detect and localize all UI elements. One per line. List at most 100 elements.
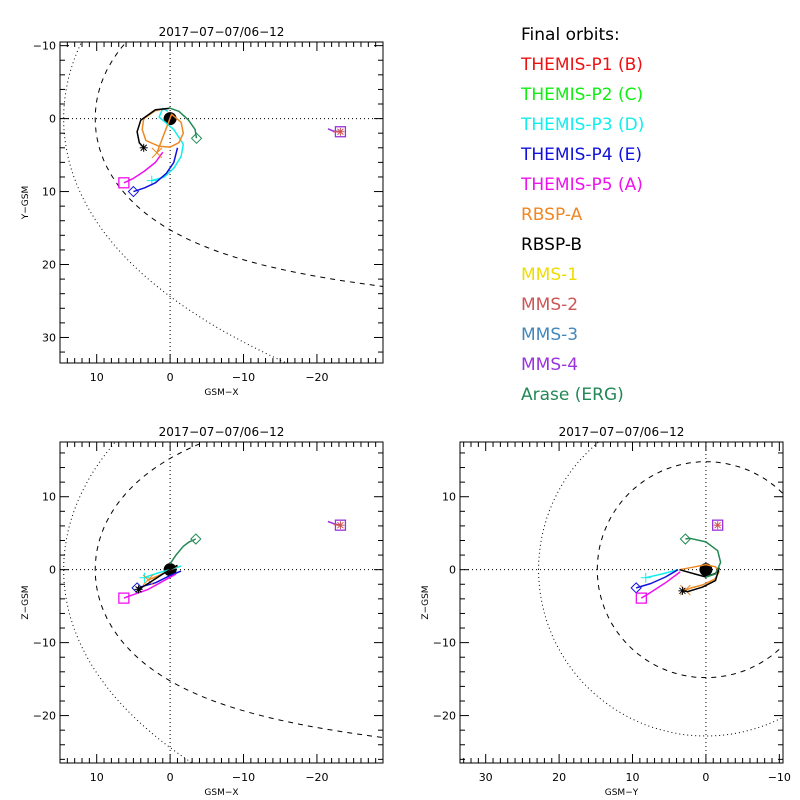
- orbit-line: [133, 147, 179, 193]
- orbit-marker-asterisk: [139, 143, 148, 152]
- orbit-line: [169, 538, 197, 565]
- y-tick-label: −10: [33, 637, 56, 650]
- x-tick-label: 10: [90, 371, 104, 384]
- y-tick-label: 0: [449, 564, 456, 577]
- orbit-marker-asterisk: [713, 521, 722, 530]
- x-marker-b: [142, 574, 154, 586]
- legend-item-mms-3: MMS-3: [521, 325, 579, 345]
- legend-item-mms-4: MMS-4: [521, 355, 579, 375]
- y-tick-label: 10: [42, 491, 56, 504]
- bowshock-curve: [63, 42, 288, 363]
- square-marker: [712, 519, 724, 531]
- orbit-line: [635, 569, 679, 589]
- legend-item-themis-p2: THEMIS-P2 (C): [521, 85, 644, 105]
- x-axis-label: GSM−Y: [605, 788, 639, 798]
- x-tick-label: 10: [626, 771, 640, 784]
- asterisk-marker-d2: [714, 521, 722, 529]
- orbit-marker-x: [142, 574, 154, 586]
- diamond-marker: [630, 582, 642, 594]
- x-tick-label: 20: [552, 771, 566, 784]
- orbit-marker-square: [118, 592, 130, 604]
- orbit-marker-diamond: [190, 132, 203, 145]
- y-tick-label: 30: [42, 331, 56, 344]
- x-marker-b: [151, 147, 163, 159]
- plot-frame: [459, 441, 784, 764]
- x-axis-label: GSM−X: [204, 788, 238, 798]
- magnetopause-curve: [94, 42, 383, 287]
- orbit-marker-diamond: [190, 533, 202, 545]
- x-tick-label: −10: [768, 771, 791, 784]
- legend-item-mms-1: MMS-1: [521, 265, 579, 285]
- x-tick-label: 10: [90, 771, 104, 784]
- asterisk-marker-d2: [679, 587, 686, 595]
- x-tick-label: 0: [167, 371, 174, 384]
- asterisk-marker-d2: [135, 586, 142, 593]
- y-tick-label: −20: [433, 710, 456, 723]
- y-tick-label: 20: [42, 259, 56, 272]
- plot-area: [60, 442, 383, 763]
- orbit-marker-plus: [640, 572, 651, 583]
- x-tick-label: −10: [232, 371, 255, 384]
- square-marker: [635, 592, 647, 604]
- orbit-marker-diamond: [127, 185, 140, 198]
- orbit-marker-asterisk: [678, 586, 687, 595]
- x-tick-label: 30: [479, 771, 493, 784]
- y-tick-label: 0: [49, 113, 56, 126]
- asterisk-marker-d2: [140, 144, 148, 152]
- y-tick-label: −10: [33, 40, 56, 53]
- orbit-line: [136, 107, 170, 149]
- x-tick-label: −10: [232, 771, 255, 784]
- diamond-marker: [190, 132, 203, 145]
- x-tick-label: −20: [305, 771, 328, 784]
- plot-area: [460, 442, 783, 763]
- panel-title: 2017−07−07/06−12: [559, 425, 685, 439]
- legend-item-themis-p5: THEMIS-P5 (A): [521, 175, 643, 195]
- y-tick-label: 0: [49, 564, 56, 577]
- orbit-marker-diamond: [630, 582, 642, 594]
- y-tick-label: −10: [433, 637, 456, 650]
- panel-title: 2017−07−07/06−12: [159, 425, 285, 439]
- x-axis-label: GSM−X: [204, 388, 238, 398]
- orbit-marker-asterisk: [336, 521, 345, 530]
- panel-3: 30 20 10 0 −10 10 0 −10 −20 2017−07−07/06−12 GSM−Y…: [421, 425, 791, 798]
- asterisk-marker-d2: [337, 128, 344, 136]
- orbit-marker-asterisk: [134, 585, 143, 594]
- orbit-line: [645, 568, 679, 579]
- orbit-marker-square: [712, 519, 724, 531]
- magnetopause-curve: [596, 461, 783, 679]
- orbit-line: [123, 573, 177, 599]
- orbit-marker-x: [151, 147, 163, 159]
- legend-title: Final orbits:: [521, 25, 620, 45]
- legend-item-arase: Arase (ERG): [521, 385, 624, 405]
- legend-item-themis-p3: THEMIS-P3 (D): [521, 115, 645, 135]
- diamond-marker: [679, 533, 692, 545]
- orbit-line: [123, 151, 164, 184]
- legend-item-themis-p1: THEMIS-P1 (B): [521, 55, 643, 75]
- plot-area: [60, 42, 383, 363]
- orbit-marker-asterisk: [336, 127, 345, 136]
- plot-frame: [59, 41, 384, 364]
- panel-title: 2017−07−07/06−12: [159, 25, 285, 39]
- diamond-marker: [127, 185, 140, 198]
- legend: Final orbits: THEMIS-P1 (B) THEMIS-P2 (C…: [521, 22, 644, 412]
- panel-1: 10 0 −10 −20 −10 0 10 20 30 2017−07−07/06−12 GSM−X…: [21, 25, 384, 398]
- plot-frame: [59, 441, 384, 764]
- square-marker: [118, 177, 130, 189]
- asterisk-marker-d2: [337, 521, 344, 529]
- y-tick-label: 10: [442, 491, 456, 504]
- orbit-line: [168, 106, 198, 139]
- orbit-line: [151, 107, 185, 182]
- orbit-marker-square: [118, 177, 130, 189]
- diamond-marker: [190, 533, 202, 545]
- orbit-marker-square: [635, 592, 647, 604]
- magnetopause-curve: [94, 442, 383, 739]
- legend-item-rbsp-b: RBSP-B: [521, 235, 583, 255]
- orbit-marker-diamond: [679, 533, 692, 545]
- y-tick-label: 10: [42, 186, 56, 199]
- legend-item-rbsp-a: RBSP-A: [521, 205, 583, 225]
- x-tick-label: 0: [167, 771, 174, 784]
- square-marker: [118, 592, 130, 604]
- panel-2: 10 0 −10 −20 10 0 −10 −20 2017−07−07/06−12 GSM−X Z…: [21, 425, 384, 798]
- orbit-marker-plus: [139, 572, 150, 583]
